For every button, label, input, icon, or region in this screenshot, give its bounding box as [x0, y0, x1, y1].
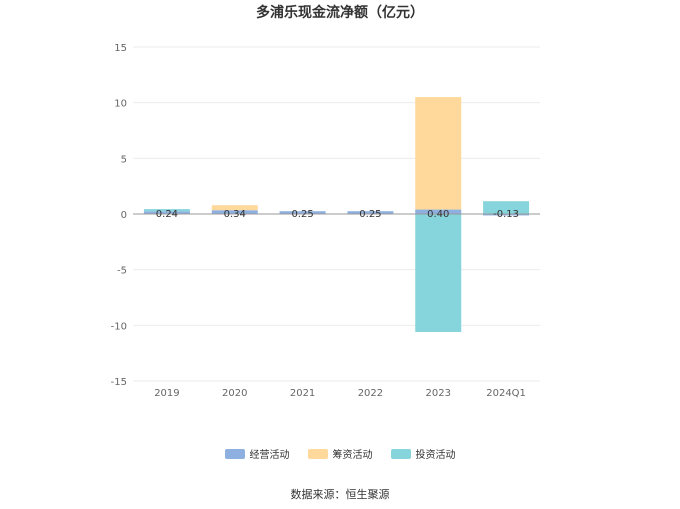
y-tick-label: 10 — [114, 99, 127, 110]
legend: 经营活动 筹资活动 投资活动 — [0, 446, 680, 461]
axes: 15 10 5 0 -5 -10 -15 2019 2020 2021 2022 2023 2024Q1 — [111, 43, 540, 399]
legend-item[interactable]: 筹资活动 — [307, 446, 373, 461]
legend-label: 筹资活动 — [332, 450, 373, 461]
bar-segment — [347, 211, 394, 214]
data-label: 0.34 — [224, 209, 246, 220]
legend-label: 经营活动 — [249, 450, 290, 461]
data-label: 0.25 — [359, 209, 381, 220]
bar-segment — [211, 205, 258, 211]
bar-segment — [483, 214, 530, 216]
y-tick-label: 5 — [121, 154, 127, 165]
grid-lines — [133, 46, 540, 382]
bar-segment — [143, 209, 190, 212]
legend-item[interactable]: 经营活动 — [224, 446, 290, 461]
data-label: -0.13 — [493, 209, 519, 220]
x-tick-label: 2021 — [290, 388, 315, 399]
x-tick-label: 2023 — [426, 388, 451, 399]
y-tick-label: 0 — [121, 210, 127, 221]
legend-swatch — [390, 448, 411, 459]
data-label: 0.25 — [291, 209, 313, 220]
data-label: 0.40 — [427, 209, 449, 220]
legend-item[interactable]: 投资活动 — [390, 446, 456, 461]
legend-label: 投资活动 — [415, 450, 456, 461]
chart-title: 多浦乐现金流净额（亿元） — [256, 5, 424, 21]
data-labels: 0.24 0.34 0.25 0.25 0.40 -0.13 — [156, 209, 519, 220]
x-tick-label: 2024Q1 — [486, 388, 526, 399]
bar-segment — [211, 210, 258, 214]
x-tick-label: 2020 — [222, 388, 247, 399]
legend-swatch — [307, 448, 328, 459]
legend-swatch — [224, 448, 245, 459]
bar-segment — [415, 209, 462, 214]
data-source-note: 数据来源：恒生聚源 — [290, 488, 390, 501]
bar-segment — [415, 214, 462, 333]
bars — [143, 97, 530, 333]
x-tick-label: 2022 — [358, 388, 383, 399]
y-tick-label: -10 — [111, 321, 127, 332]
x-tick-label: 2019 — [154, 388, 179, 399]
data-label: 0.24 — [156, 209, 178, 220]
y-tick-label: -5 — [117, 266, 127, 277]
bar-segment — [143, 211, 190, 214]
y-tick-label: -15 — [111, 377, 127, 388]
bar-segment — [483, 201, 530, 214]
bar-segment — [279, 211, 326, 214]
bar-segment — [415, 97, 462, 210]
y-tick-label: 15 — [114, 43, 127, 54]
